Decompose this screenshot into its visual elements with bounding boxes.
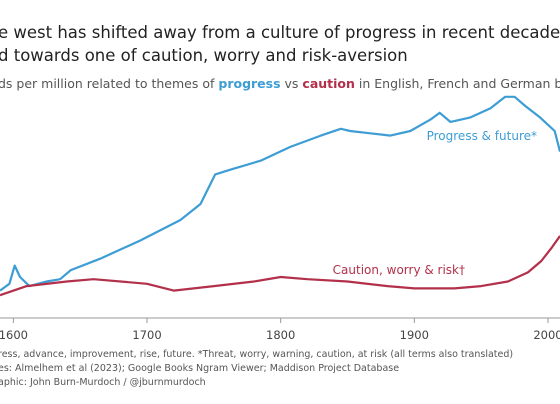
series-line bbox=[0, 95, 560, 292]
x-tick-label: 1600 bbox=[0, 328, 28, 342]
chart-subtitle: ds per million related to themes of prog… bbox=[0, 76, 560, 91]
subtitle-text: ds per million related to themes of bbox=[0, 76, 218, 91]
x-tick-label: 1700 bbox=[132, 328, 161, 342]
chart-title: d towards one of caution, worry and risk… bbox=[0, 46, 408, 65]
subtitle-progress: progress bbox=[218, 76, 280, 91]
series-line bbox=[0, 235, 560, 297]
subtitle-text: in English, French and German books bbox=[355, 76, 560, 91]
x-tick-label: 2000 bbox=[533, 328, 560, 342]
series-label: Progress & future* bbox=[427, 129, 537, 143]
x-tick-label: 1900 bbox=[400, 328, 429, 342]
footnote: aphic: John Burn-Murdoch / @jburnmurdoch bbox=[0, 377, 206, 388]
footnote: es: Almelhem et al (2023); Google Books … bbox=[0, 363, 399, 374]
subtitle-text: vs bbox=[281, 76, 303, 91]
subtitle-caution: caution bbox=[302, 76, 355, 91]
footnote: ress, advance, improvement, rise, future… bbox=[0, 349, 513, 360]
x-tick-label: 1800 bbox=[266, 328, 295, 342]
chart-title: e west has shifted away from a culture o… bbox=[0, 23, 560, 42]
series-label: Caution, worry & risk† bbox=[333, 263, 465, 277]
